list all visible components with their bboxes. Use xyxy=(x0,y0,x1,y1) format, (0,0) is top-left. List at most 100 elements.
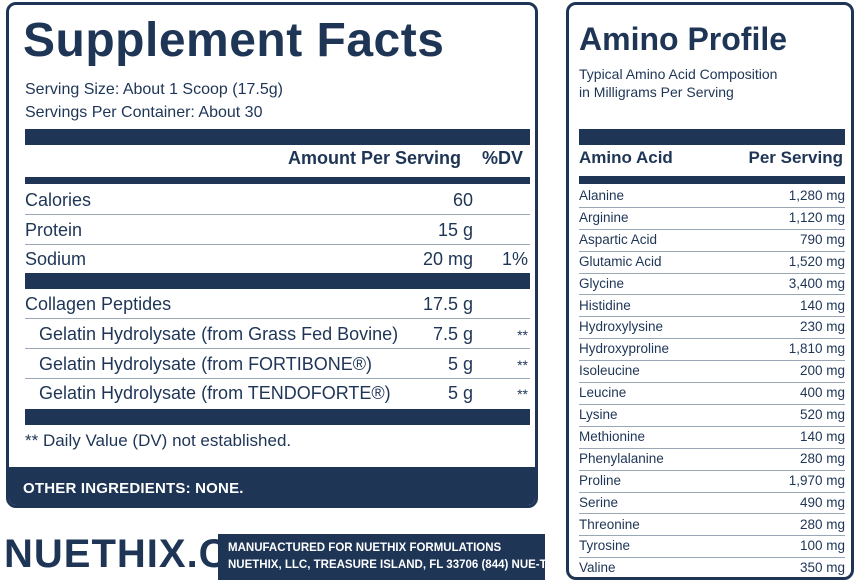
nutrient-amount: 5 g xyxy=(447,354,473,374)
nutrient-dv: 1% xyxy=(501,249,528,269)
amino-acid-value: 1,520 mg xyxy=(788,253,845,269)
supplement-facts-panel: Supplement Facts Serving Size: About 1 S… xyxy=(6,2,538,508)
daily-value-note: ** Daily Value (DV) not established. xyxy=(25,431,292,450)
amino-acid-name: Hydroxyproline xyxy=(579,341,670,357)
amino-row: Arginine 1,120 mg xyxy=(579,208,845,230)
medium-divider xyxy=(579,176,845,184)
amino-row: Serine 490 mg xyxy=(579,493,845,515)
amino-acid-name: Proline xyxy=(579,472,622,488)
amino-acid-name: Glycine xyxy=(579,275,625,291)
nutrient-dv: ** xyxy=(517,357,528,373)
nutrient-name: Sodium xyxy=(25,249,87,269)
nutrient-name: Calories xyxy=(25,190,92,210)
amino-acid-name: Leucine xyxy=(579,385,627,401)
amino-acid-value: 140 mg xyxy=(799,297,845,313)
amino-acid-value: 400 mg xyxy=(799,385,845,401)
facts-row-sodium: Sodium 20 mg 1% xyxy=(25,244,530,274)
amino-acid-value: 1,120 mg xyxy=(788,209,845,225)
nutrient-name: Protein xyxy=(25,220,83,240)
amino-row: Phenylalanine 280 mg xyxy=(579,449,845,471)
amino-acid-name: Glutamic Acid xyxy=(579,253,662,269)
amino-profile-description: Typical Amino Acid Composition in Millig… xyxy=(579,66,778,100)
nutrient-name: Gelatin Hydrolysate (from TENDOFORTE®) xyxy=(39,383,391,403)
nutrient-amount: 7.5 g xyxy=(432,324,473,344)
facts-row-calories: Calories 60 xyxy=(25,185,530,215)
amino-acid-value: 280 mg xyxy=(799,450,845,466)
amino-acid-name: Threonine xyxy=(579,516,640,532)
facts-row-collagen-peptides: Collagen Peptides 17.5 g xyxy=(25,289,530,319)
amino-row: Proline 1,970 mg xyxy=(579,471,845,493)
amino-acid-name: Arginine xyxy=(579,209,629,225)
amino-acid-value: 1,970 mg xyxy=(788,472,845,488)
nutrient-amount: 20 mg xyxy=(422,249,473,269)
amino-row: Lysine 520 mg xyxy=(579,405,845,427)
amino-acid-value: 140 mg xyxy=(799,428,845,444)
amino-acid-name: Methionine xyxy=(579,428,646,444)
amino-row: Hydroxyproline 1,810 mg xyxy=(579,339,845,362)
facts-row-gelatin-fortibone: Gelatin Hydrolysate (from FORTIBONE®) 5 … xyxy=(25,349,530,379)
dv-header: %DV xyxy=(481,148,523,168)
nutrient-name: Collagen Peptides xyxy=(25,294,172,314)
servings-per-container: Servings Per Container: About 30 xyxy=(25,104,263,121)
amino-profile-title: Amino Profile xyxy=(579,21,788,57)
amino-acid-value: 520 mg xyxy=(799,407,845,422)
amino-acid-name: Serine xyxy=(579,494,619,510)
nutrient-amount: 60 xyxy=(452,190,473,210)
amino-acid-value: 790 mg xyxy=(799,231,845,247)
thick-divider xyxy=(25,409,530,425)
amino-acid-header: Amino Acid xyxy=(579,148,673,167)
amino-acid-value: 350 mg xyxy=(799,560,845,576)
supplement-facts-title: Supplement Facts xyxy=(23,14,445,67)
nutrient-dv: ** xyxy=(517,386,528,402)
amino-acid-name: Valine xyxy=(579,560,616,576)
amino-acid-name: Histidine xyxy=(579,297,631,313)
amino-acid-name: Hydroxylysine xyxy=(579,319,664,335)
amino-acid-value: 230 mg xyxy=(799,319,845,335)
amino-acid-value: 1,280 mg xyxy=(788,188,845,203)
amino-acid-name: Lysine xyxy=(579,407,618,422)
amount-per-serving-header: Amount Per Serving xyxy=(287,148,461,168)
amino-acid-name: Phenylalanine xyxy=(579,450,664,466)
thick-divider xyxy=(579,129,845,145)
per-serving-header: Per Serving xyxy=(748,148,844,167)
amino-acid-name: Alanine xyxy=(579,188,625,203)
amino-row: Glutamic Acid 1,520 mg xyxy=(579,252,845,274)
amino-acid-value: 3,400 mg xyxy=(788,275,845,291)
nutrient-name: Gelatin Hydrolysate (from FORTIBONE®) xyxy=(39,354,372,374)
manufacturer-box: MANUFACTURED FOR NUETHIX FORMULATIONS NU… xyxy=(218,534,566,580)
amino-acid-value: 280 mg xyxy=(799,516,845,532)
other-ingredients-banner: OTHER INGREDIENTS: NONE. xyxy=(9,467,535,505)
nutrient-name: Gelatin Hydrolysate (from Grass Fed Bovi… xyxy=(39,324,399,344)
amino-row: Leucine 400 mg xyxy=(579,383,845,405)
amino-acid-name: Aspartic Acid xyxy=(579,231,658,247)
nutrient-dv: ** xyxy=(517,327,528,343)
manufacturer-line-2: NUETHIX, LLC, TREASURE ISLAND, FL 33706 … xyxy=(228,559,566,571)
nutrient-amount: 15 g xyxy=(437,220,473,240)
manufacturer-line-1: MANUFACTURED FOR NUETHIX FORMULATIONS xyxy=(228,542,502,554)
nutrient-amount: 17.5 g xyxy=(422,294,473,314)
amino-row: Valine 350 mg xyxy=(579,558,845,577)
amino-row: Hydroxylysine 230 mg xyxy=(579,317,845,340)
amino-row: Histidine 140 mg xyxy=(579,296,845,318)
amino-acid-name: Isoleucine xyxy=(579,363,640,379)
amino-acid-name: Tyrosine xyxy=(579,538,631,554)
other-ingredients-text: OTHER INGREDIENTS: NONE. xyxy=(23,480,244,497)
facts-row-protein: Protein 15 g xyxy=(25,215,530,245)
facts-row-gelatin-bovine: Gelatin Hydrolysate (from Grass Fed Bovi… xyxy=(25,319,530,349)
thick-divider xyxy=(25,129,530,145)
medium-divider xyxy=(25,177,530,184)
amino-acid-value: 100 mg xyxy=(799,538,845,554)
amino-profile-panel: Amino Profile Typical Amino Acid Composi… xyxy=(566,2,854,580)
amino-row: Threonine 280 mg xyxy=(579,515,845,537)
amino-row: Isoleucine 200 mg xyxy=(579,361,845,384)
amino-row: Aspartic Acid 790 mg xyxy=(579,230,845,252)
thick-divider xyxy=(25,273,530,289)
serving-size: Serving Size: About 1 Scoop (17.5g) xyxy=(25,81,283,98)
amino-row: Glycine 3,400 mg xyxy=(579,274,845,296)
amino-row: Methionine 140 mg xyxy=(579,427,845,449)
nutrient-amount: 5 g xyxy=(447,383,473,403)
facts-row-gelatin-tendoforte: Gelatin Hydrolysate (from TENDOFORTE®) 5… xyxy=(25,378,530,408)
amino-acid-value: 1,810 mg xyxy=(788,341,845,357)
amino-row: Alanine 1,280 mg xyxy=(579,186,845,208)
amino-acid-value: 490 mg xyxy=(799,494,845,510)
